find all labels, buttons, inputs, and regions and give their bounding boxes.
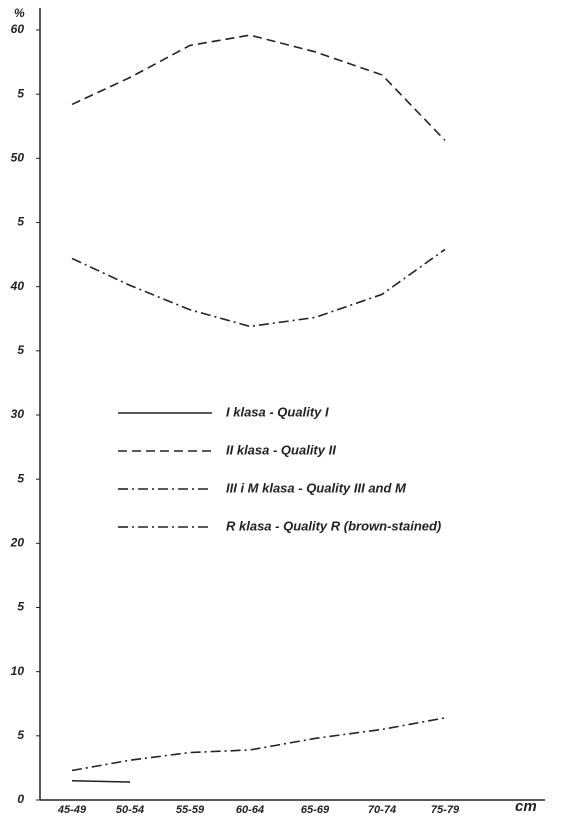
y-tick-label: 40 bbox=[10, 279, 25, 293]
x-tick-label: 50-54 bbox=[116, 804, 144, 816]
legend-label: III i M klasa - Quality III and M bbox=[226, 480, 407, 495]
y-tick-label: 5 bbox=[17, 600, 24, 614]
y-tick-label: 5 bbox=[17, 86, 24, 100]
x-tick-label: 70-74 bbox=[368, 804, 396, 816]
series-line bbox=[71, 248, 446, 328]
y-tick-label: 5 bbox=[17, 215, 24, 229]
y-tick-label: 60 bbox=[11, 22, 25, 36]
y-tick-label: 10 bbox=[11, 664, 25, 678]
y-tick-label: 30 bbox=[11, 407, 25, 421]
x-tick-label: 55-59 bbox=[176, 804, 205, 816]
legend-label: R klasa - Quality R (brown-stained) bbox=[226, 518, 441, 533]
y-tick-label: 0 bbox=[17, 792, 24, 806]
series-line bbox=[71, 717, 446, 772]
x-tick-label: 45-49 bbox=[57, 804, 87, 816]
y-tick-label: 5 bbox=[17, 343, 24, 357]
x-axis-label: cm bbox=[515, 798, 537, 815]
series-line bbox=[71, 34, 446, 141]
y-tick-label: 20 bbox=[10, 536, 25, 550]
legend-label: II klasa - Quality II bbox=[226, 442, 336, 457]
y-tick-label: 50 bbox=[11, 151, 25, 165]
legend-label: I klasa - Quality I bbox=[226, 404, 329, 419]
y-axis-label: % bbox=[14, 6, 25, 20]
x-tick-label: 75-79 bbox=[431, 804, 460, 816]
series-line bbox=[71, 779, 131, 783]
y-tick-label: 5 bbox=[17, 728, 24, 742]
x-tick-label: 65-69 bbox=[301, 804, 330, 816]
x-tick-label: 60-64 bbox=[236, 804, 264, 816]
y-tick-label: 5 bbox=[17, 471, 24, 485]
